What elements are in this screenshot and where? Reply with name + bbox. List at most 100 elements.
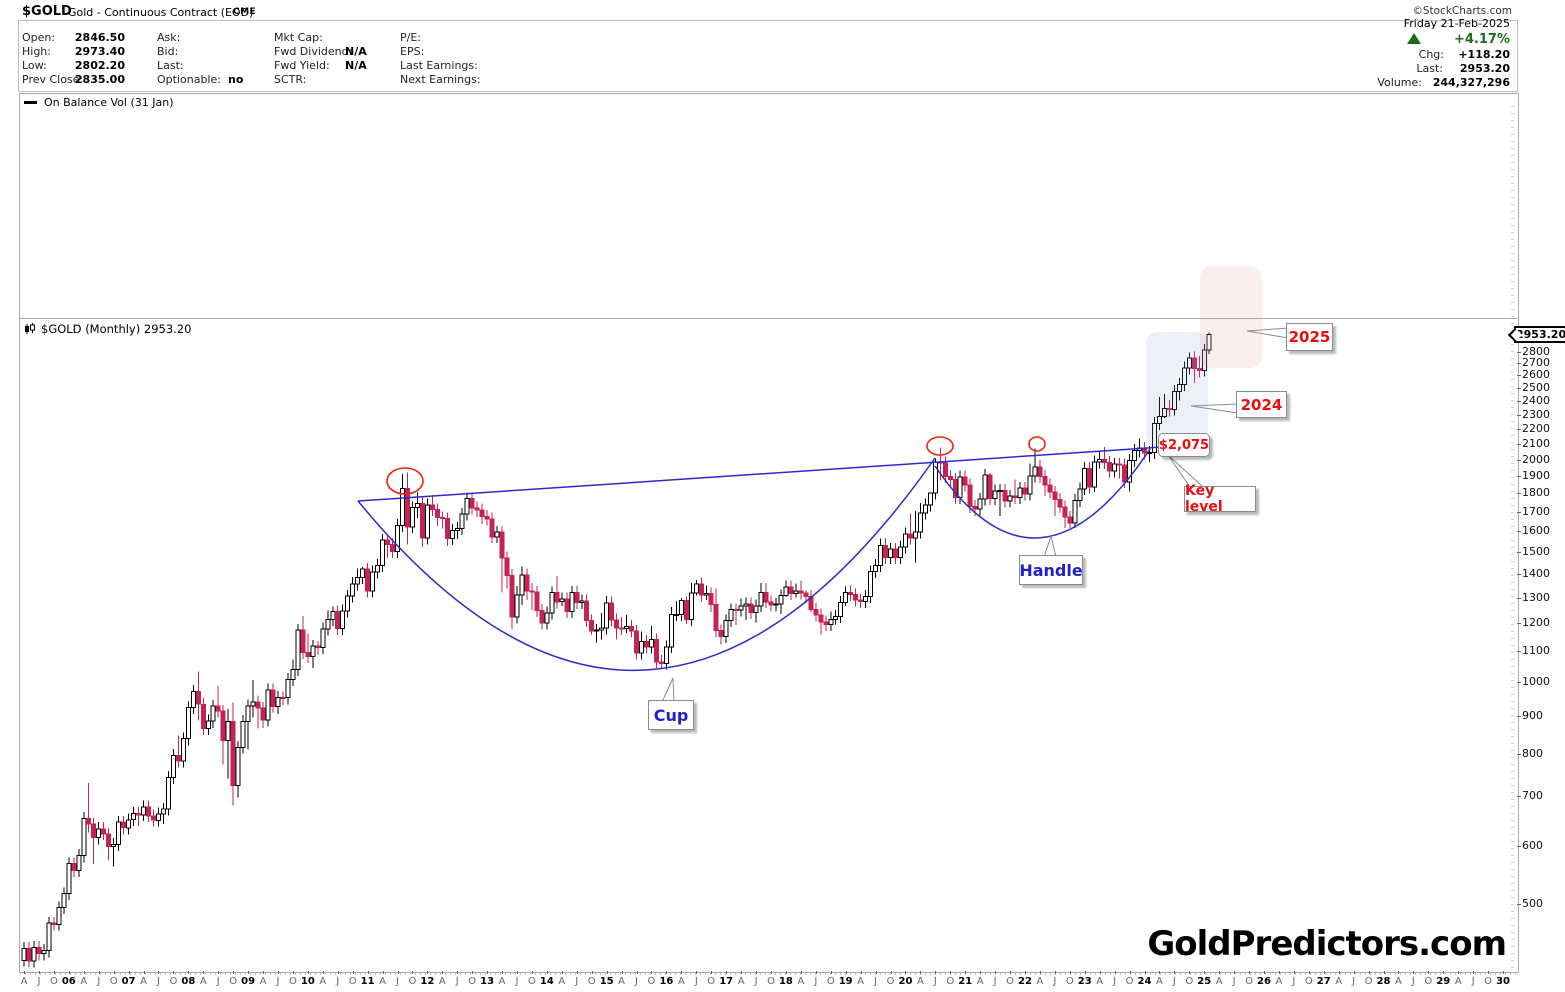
x-axis-tick	[1368, 971, 1370, 974]
x-axis-tick	[233, 971, 235, 974]
candle-body	[235, 746, 241, 787]
x-axis-tick	[1503, 971, 1505, 974]
x-axis-month-label: J	[635, 976, 639, 987]
y-axis-tick	[1517, 363, 1521, 365]
candle-body	[1201, 349, 1207, 371]
candle-body	[718, 630, 724, 638]
y-axis-label: 800	[1522, 746, 1543, 760]
candle-body	[479, 509, 485, 517]
x-axis-tick	[636, 971, 638, 974]
y-axis-label: 1600	[1522, 524, 1550, 538]
x-axis-tick	[68, 971, 70, 974]
candle-body	[713, 604, 719, 631]
x-axis-month-label: O	[886, 976, 895, 987]
candle-body	[240, 721, 246, 748]
candle-body	[1077, 488, 1083, 502]
candle-body	[957, 476, 963, 498]
candle-body	[509, 575, 515, 618]
x-axis-year-label: 21	[958, 976, 973, 987]
candle-body	[1042, 476, 1048, 486]
candle-body	[907, 533, 913, 539]
x-axis-tick	[367, 971, 369, 974]
candle-body	[1122, 464, 1128, 483]
candle-body	[1112, 463, 1118, 472]
candle-body	[459, 513, 465, 529]
x-axis-tick	[980, 971, 982, 974]
y-axis-tick	[1517, 531, 1521, 533]
candle-body	[1047, 484, 1053, 493]
x-axis-tick	[263, 971, 265, 974]
x-axis-tick	[1054, 971, 1056, 974]
x-axis-month-label: O	[1006, 976, 1014, 987]
x-axis-tick	[158, 971, 160, 974]
candle-body	[81, 817, 87, 857]
y-axis-tick	[1517, 511, 1521, 513]
x-axis-tick	[352, 971, 354, 974]
x-axis-tick	[322, 971, 324, 974]
candle-body	[136, 812, 141, 816]
candle-body	[315, 645, 321, 648]
x-axis-month-label: A	[677, 976, 685, 987]
candle-body	[474, 507, 480, 511]
x-axis-year-label: 26	[1257, 976, 1271, 987]
candle-body	[414, 502, 420, 509]
candle-body	[848, 592, 854, 596]
x-axis-tick	[1398, 971, 1400, 974]
x-axis-year-label: 18	[778, 976, 793, 987]
y-axis-label: 2400	[1522, 394, 1550, 408]
candle-body	[903, 533, 908, 548]
candle-body	[86, 817, 92, 825]
candle-body	[265, 689, 271, 721]
x-axis-year-label: 27	[1316, 976, 1331, 987]
x-axis-month-label: J	[694, 976, 698, 987]
candle-body	[146, 806, 151, 817]
x-axis-month-label: O	[1304, 976, 1313, 987]
candle-body	[504, 557, 510, 577]
candle-body	[131, 812, 137, 821]
y-axis-label: 2200	[1522, 421, 1550, 435]
candle-body	[629, 625, 635, 632]
candle-body	[400, 487, 405, 527]
x-axis-tick	[905, 971, 907, 974]
x-axis-tick	[1010, 971, 1012, 974]
candle-body	[539, 609, 545, 624]
x-axis-tick	[53, 971, 55, 974]
x-axis-year-label: 07	[121, 976, 136, 987]
volume-value: 244,327,296	[1432, 76, 1510, 89]
high-value: 2973.40	[74, 45, 125, 58]
candle-body	[1161, 407, 1167, 418]
candle-body	[1156, 416, 1162, 424]
candle-body	[808, 596, 814, 610]
x-axis-year-label: 15	[599, 976, 614, 987]
candle-body	[230, 721, 236, 787]
candle-body	[977, 498, 983, 510]
x-axis-tick	[38, 971, 40, 974]
candle-body	[589, 620, 595, 632]
x-axis-month-label: O	[169, 976, 178, 987]
x-axis-tick	[1264, 971, 1266, 974]
symbol: $GOLD	[22, 4, 72, 19]
candle-body	[419, 502, 425, 539]
candle-body	[1166, 407, 1172, 410]
sctr-label: SCTR:	[274, 73, 307, 86]
watermark: GoldPredictors.com	[1147, 924, 1507, 964]
candle-body	[853, 594, 859, 601]
x-axis-tick	[771, 971, 772, 974]
x-axis-tick	[681, 971, 683, 974]
candle-body	[519, 574, 525, 596]
candle-body	[1206, 334, 1212, 351]
candle-body	[285, 678, 291, 699]
x-axis-tick	[666, 971, 668, 974]
candle-body	[952, 478, 958, 498]
candle-body	[982, 474, 988, 500]
x-axis-tick	[741, 971, 743, 974]
candle-body	[1037, 466, 1043, 477]
candle-body	[489, 518, 495, 538]
candle-body	[66, 863, 72, 895]
y-axis-tick	[1517, 459, 1521, 461]
x-axis-tick	[1488, 971, 1490, 974]
x-axis-tick	[1383, 971, 1385, 974]
x-axis-month-label: O	[1424, 976, 1433, 987]
candle-body	[409, 507, 415, 528]
candle-body	[1007, 495, 1013, 502]
